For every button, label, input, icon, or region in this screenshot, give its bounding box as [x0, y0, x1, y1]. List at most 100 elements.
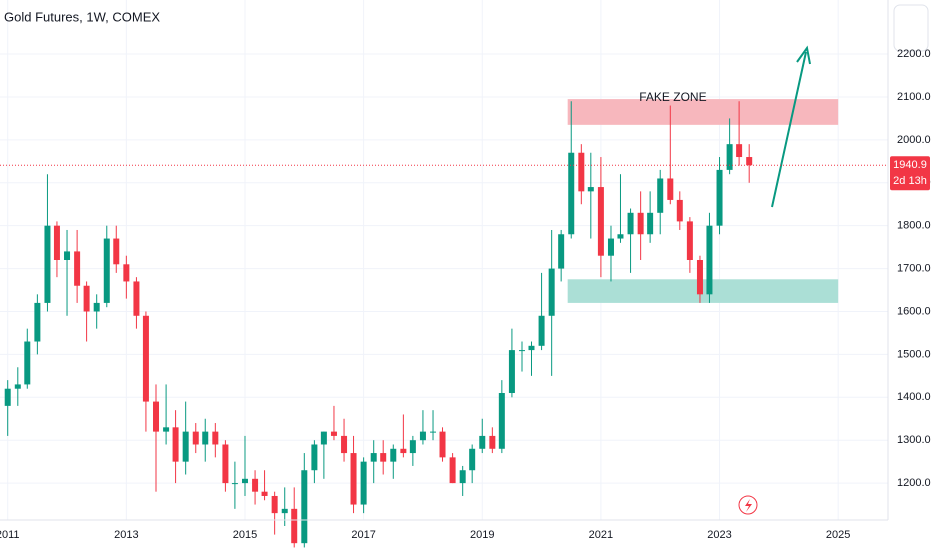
candle-body — [360, 461, 367, 505]
candle-body — [93, 302, 100, 312]
candle-body — [133, 281, 140, 316]
x-tick-label: 2015 — [233, 529, 257, 541]
candle-body — [281, 508, 288, 514]
candle-body — [430, 431, 437, 433]
candle-body — [400, 448, 407, 454]
chart-title: Gold Futures, 1W, COMEX — [4, 9, 160, 24]
y-tick-label: 2100.0 — [897, 91, 931, 103]
candle-body — [667, 178, 674, 200]
candle-body — [676, 199, 683, 222]
candle-body — [271, 495, 278, 514]
candle-body — [163, 427, 170, 432]
last-price-tag — [890, 156, 930, 191]
candle-body — [74, 251, 81, 286]
candles — [4, 101, 753, 548]
x-tick-label: 2023 — [707, 529, 731, 541]
candle-body — [736, 144, 743, 158]
x-tick-label: 2021 — [589, 529, 613, 541]
arrow — [771, 45, 811, 208]
candle-body — [142, 315, 149, 402]
y-tick-label: 1700.0 — [897, 262, 931, 274]
x-tick-label: 2019 — [470, 529, 494, 541]
candle-body — [370, 453, 377, 462]
x-tick-label: 2025 — [826, 529, 850, 541]
candle-body — [726, 144, 733, 170]
candle-body — [123, 264, 130, 282]
x-tick-label: 2011 — [0, 529, 20, 541]
candle-body — [212, 431, 219, 445]
candle-body — [519, 350, 526, 352]
candle-body — [607, 238, 614, 256]
candle-body — [34, 302, 41, 342]
candle-body — [14, 384, 21, 389]
y-tick-label: 1500.0 — [897, 348, 931, 360]
candle-body — [647, 212, 654, 235]
event-icon-bolt — [745, 499, 752, 512]
candle-body — [24, 341, 31, 385]
candle-body — [113, 238, 120, 265]
candle-body — [4, 388, 11, 406]
x-tick-label: 2017 — [351, 529, 375, 541]
candle-body — [241, 478, 248, 484]
candle-body — [686, 221, 693, 260]
y-tick-label: 2200.0 — [897, 48, 931, 60]
candle-body — [350, 453, 357, 505]
candle-body — [568, 152, 575, 235]
candle-body — [578, 152, 585, 192]
scale-button[interactable] — [893, 4, 929, 52]
candle-body — [479, 435, 486, 449]
candle-body — [449, 457, 456, 484]
countdown-label: 2d 13h — [893, 175, 927, 187]
candle-body — [439, 431, 446, 458]
candle-body — [617, 234, 624, 239]
zone-label: FAKE ZONE — [639, 90, 706, 104]
candle-body — [419, 431, 426, 441]
candle-body — [637, 212, 644, 235]
candle-body — [311, 444, 318, 471]
y-tick-label: 1400.0 — [897, 391, 931, 403]
candle-body — [627, 212, 634, 235]
candle-body — [469, 448, 476, 471]
candle-body — [341, 435, 348, 454]
candle-body — [706, 225, 713, 295]
candle-body — [597, 187, 604, 256]
candle-body — [390, 448, 397, 462]
y-tick-label: 2000.0 — [897, 134, 931, 146]
labels: 1200.0 1300.0 1400.0 1500.0 1600.0 1700.0 1800… — [0, 48, 931, 541]
y-tick-label: 1800.0 — [897, 220, 931, 232]
candle-body — [172, 427, 179, 462]
candle-body — [409, 440, 416, 454]
candle-body — [192, 431, 199, 445]
candle-body — [301, 470, 308, 544]
candle-body — [330, 431, 337, 436]
x-tick-label: 2013 — [114, 529, 138, 541]
candle-body — [746, 157, 753, 166]
candle-body — [696, 260, 703, 295]
candle-body — [182, 431, 189, 462]
candle-body — [83, 285, 90, 312]
candle-body — [231, 483, 238, 485]
candle-body — [716, 169, 723, 226]
candle-body — [587, 187, 594, 192]
candle-body — [261, 491, 268, 496]
candle-body — [548, 268, 555, 316]
candle-body — [558, 234, 565, 269]
candle-body — [498, 393, 505, 449]
candle-body — [459, 470, 466, 484]
candle-body — [202, 431, 209, 445]
last-price-label: 1940.9 — [893, 159, 927, 171]
candle-body — [53, 225, 60, 260]
candle-body — [380, 453, 387, 462]
candle-body — [44, 225, 51, 303]
candle-body — [320, 431, 327, 445]
candle-body — [153, 401, 160, 432]
candle-body — [528, 345, 535, 351]
y-tick-label: 1600.0 — [897, 305, 931, 317]
candle-body — [252, 478, 259, 492]
candle-body — [657, 178, 664, 213]
candle-body — [489, 435, 496, 449]
candle-body — [538, 315, 545, 346]
candle-body — [222, 444, 229, 484]
